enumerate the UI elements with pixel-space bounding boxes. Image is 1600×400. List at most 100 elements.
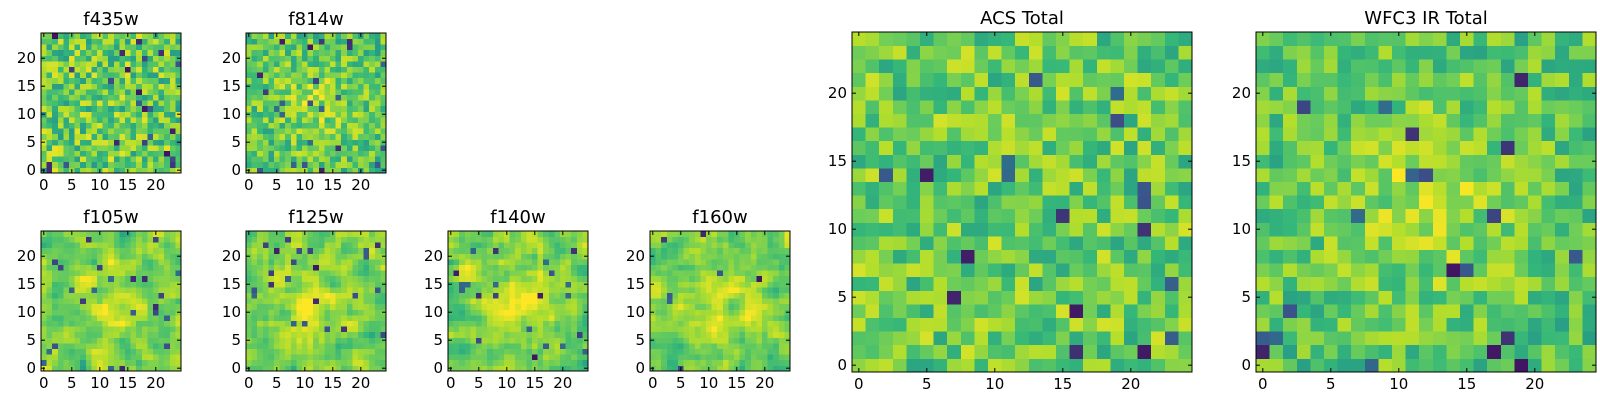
heatmap-cell (69, 139, 75, 146)
heatmap-cell (158, 66, 165, 73)
heatmap-cells (41, 231, 182, 372)
heatmap-cell (119, 331, 126, 338)
heatmap-cell (141, 259, 148, 265)
heatmap-cell (147, 128, 154, 135)
heatmap-cell (1164, 140, 1179, 155)
heatmap-cell (352, 89, 359, 95)
heatmap-cell (988, 181, 1002, 196)
heatmap-cell (734, 281, 740, 288)
heatmap-cell (565, 270, 572, 277)
heatmap-cell (57, 83, 64, 90)
heatmap-cell (1151, 344, 1166, 359)
heatmap-cell (1419, 195, 1434, 210)
heatmap-cell (1568, 344, 1583, 359)
heatmap-cell (933, 276, 948, 291)
heatmap-cell (504, 292, 510, 299)
heatmap-cell (251, 287, 258, 293)
heatmap-cell (153, 309, 159, 316)
heatmap-cell (358, 259, 364, 265)
heatmap-cell (459, 331, 466, 338)
heatmap-cell (335, 315, 342, 321)
heatmap-cell (734, 359, 740, 366)
heatmap-cell (85, 77, 92, 84)
heatmap-cell (543, 331, 550, 338)
heatmap-cell (119, 348, 126, 355)
heatmap-cell (169, 242, 176, 249)
heatmap-cell (1582, 181, 1597, 196)
heatmap-cell (453, 337, 460, 344)
heatmap-cell (251, 55, 258, 62)
heatmap-cell (1124, 331, 1138, 346)
heatmap-cell (91, 167, 98, 174)
heatmap-cell (113, 326, 120, 333)
heatmap-cell (268, 315, 275, 321)
heatmap-cell (130, 298, 137, 305)
heatmap-cell (358, 287, 364, 293)
heatmap-cell (1001, 45, 1016, 60)
heatmap-cell (711, 298, 718, 305)
heatmap-cell (130, 303, 137, 310)
heatmap-cell (1151, 86, 1166, 101)
heatmap-cell (762, 281, 768, 288)
heatmap-cell (374, 275, 381, 282)
heatmap-cell (346, 139, 353, 146)
heatmap-cell (346, 275, 353, 282)
heatmap-cell (1137, 249, 1152, 264)
heatmap-cell (268, 253, 275, 260)
heatmap-cell (504, 298, 510, 305)
heatmap-cell (1015, 195, 1030, 210)
heatmap-cell (274, 303, 280, 310)
heatmap-cell (988, 72, 1002, 87)
heatmap-cell (509, 292, 516, 299)
heatmap-cell (330, 331, 336, 338)
heatmap-cell (158, 139, 165, 146)
heatmap-cell (734, 354, 740, 361)
heatmap-cell (374, 253, 381, 260)
heatmap-cell (141, 242, 148, 249)
heatmap-cell (74, 49, 81, 56)
heatmap-cell (113, 89, 120, 95)
heatmap-cell (492, 259, 499, 265)
heatmap-cell (318, 66, 325, 73)
heatmap-cell (1042, 290, 1057, 305)
heatmap-cell (318, 270, 325, 277)
heatmap-cell (262, 83, 269, 90)
heatmap-cell (554, 281, 561, 288)
heatmap-cell (279, 309, 286, 316)
heatmap-cell (46, 161, 53, 168)
heatmap-cell (683, 320, 690, 327)
heatmap-cell (85, 320, 92, 327)
heatmap-cell (464, 270, 471, 277)
heatmap-cell (1151, 236, 1166, 250)
heatmap-cell (346, 309, 353, 316)
heatmap-cell (711, 354, 718, 361)
heatmap-cell (119, 161, 126, 168)
heatmap-cell (1283, 181, 1298, 196)
heatmap-cell (169, 275, 176, 282)
heatmap-cell (1083, 45, 1098, 60)
heatmap-cell (784, 343, 791, 349)
x-tick-label: 10 (295, 176, 314, 194)
heatmap-cell (313, 161, 320, 168)
heatmap-cell (97, 66, 103, 73)
heatmap-cell (169, 94, 176, 101)
heatmap-cell (470, 348, 477, 355)
heatmap-cell (97, 55, 103, 62)
heatmap-cell (560, 253, 566, 260)
heatmap-cell (296, 287, 303, 293)
y-tick-label: 0 (231, 359, 241, 377)
heatmap-cell (1364, 195, 1379, 210)
heatmap-cell (717, 354, 724, 361)
heatmap-cell (481, 253, 488, 260)
heatmap-cell (1432, 276, 1447, 291)
heatmap-cell (63, 275, 70, 282)
heatmap-cell (920, 290, 934, 305)
heatmap-cell (74, 38, 81, 45)
heatmap-cell (130, 337, 137, 344)
heatmap-cell (380, 275, 387, 282)
heatmap-cell (119, 259, 126, 265)
heatmap-cell (750, 365, 757, 372)
heatmap-cell (318, 122, 325, 129)
heatmap-cell (1164, 72, 1179, 87)
heatmap-cell (102, 89, 109, 95)
